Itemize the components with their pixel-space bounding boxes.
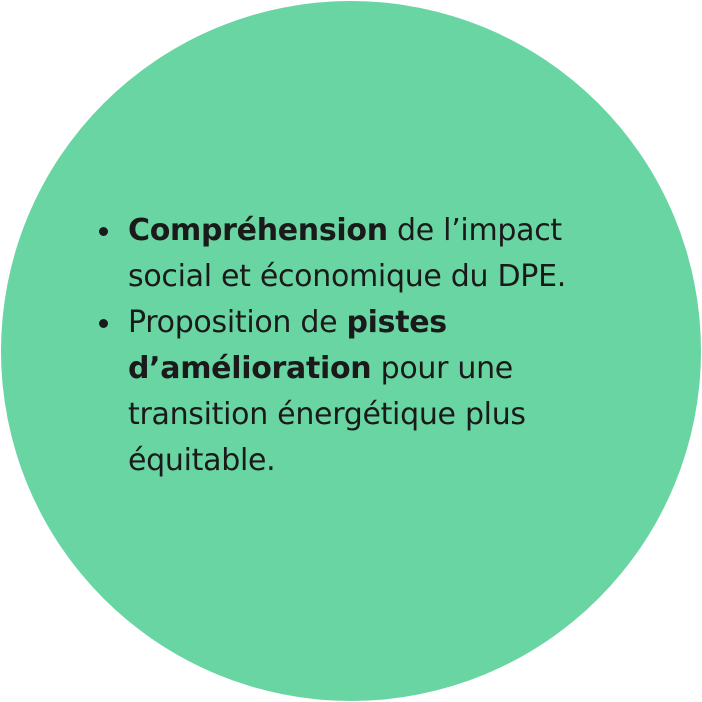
bullet-list: Compréhension de l’impact social et écon… — [96, 208, 596, 484]
bullet-dot-icon — [99, 319, 108, 328]
bullet-item-comprehension: Compréhension de l’impact social et écon… — [96, 208, 596, 300]
bullet-2-bold-text: pistes d’amélioration — [128, 305, 447, 386]
bullet-1-text: de l’impact social et économique du DPE. — [128, 213, 566, 294]
bullet-2-lead-text: Proposition de — [128, 305, 347, 340]
bullet-2-text: pour une transition énergétique plus équ… — [128, 351, 526, 478]
bullet-item-proposition: Proposition de pistes d’amélioration pou… — [96, 300, 596, 484]
bullet-1-bold-text: Compréhension — [128, 213, 388, 248]
bullet-dot-icon — [99, 227, 108, 236]
